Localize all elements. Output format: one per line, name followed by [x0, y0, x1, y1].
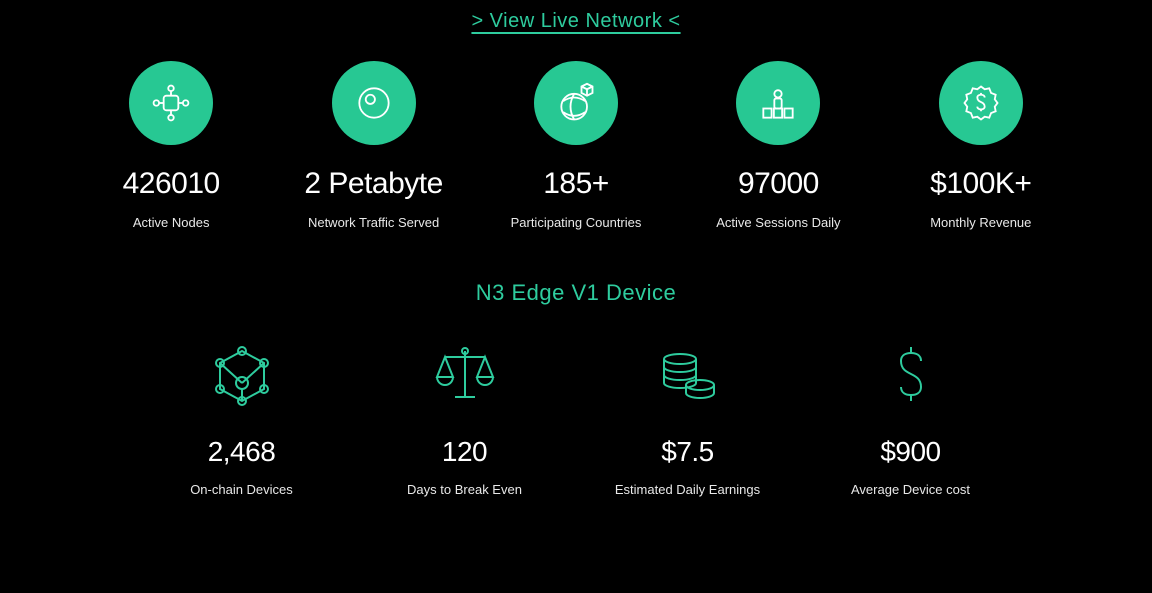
scales-icon — [429, 338, 501, 416]
globe-simple-icon — [332, 61, 416, 145]
stat-label: Active Sessions Daily — [716, 215, 840, 230]
stat-label: Monthly Revenue — [930, 215, 1031, 230]
stat-label: Network Traffic Served — [308, 215, 439, 230]
stat-label: Active Nodes — [133, 215, 210, 230]
device-stats-row: 2,468 On-chain Devices 120 Days to Break… — [0, 338, 1152, 497]
coins-icon — [652, 338, 724, 416]
globe-box-icon — [534, 61, 618, 145]
device-label: Estimated Daily Earnings — [615, 482, 760, 497]
dollar-badge-icon — [939, 61, 1023, 145]
device-break-even: 120 Days to Break Even — [373, 338, 556, 497]
device-label: Average Device cost — [851, 482, 970, 497]
stat-value: $100K+ — [930, 167, 1031, 201]
device-label: Days to Break Even — [407, 482, 522, 497]
stat-label: Participating Countries — [511, 215, 642, 230]
device-daily-earnings: $7.5 Estimated Daily Earnings — [596, 338, 779, 497]
device-onchain: 2,468 On-chain Devices — [150, 338, 333, 497]
mesh-icon — [206, 338, 278, 416]
device-value: $7.5 — [661, 436, 714, 468]
stat-value: 97000 — [738, 167, 819, 201]
device-section-heading: N3 Edge V1 Device — [0, 280, 1152, 306]
user-blocks-icon — [736, 61, 820, 145]
device-cost: $900 Average Device cost — [819, 338, 1002, 497]
stat-monthly-revenue: $100K+ Monthly Revenue — [890, 61, 1072, 230]
nodes-icon — [129, 61, 213, 145]
dollar-icon — [875, 338, 947, 416]
stat-active-nodes: 426010 Active Nodes — [80, 61, 262, 230]
device-value: 120 — [442, 436, 487, 468]
stat-network-traffic: 2 Petabyte Network Traffic Served — [282, 61, 464, 230]
device-label: On-chain Devices — [190, 482, 293, 497]
stat-active-sessions: 97000 Active Sessions Daily — [687, 61, 869, 230]
stat-value: 2 Petabyte — [304, 167, 442, 201]
stat-value: 185+ — [543, 167, 609, 201]
stat-countries: 185+ Participating Countries — [485, 61, 667, 230]
stat-value: 426010 — [123, 167, 220, 201]
device-value: 2,468 — [208, 436, 276, 468]
network-stats-row: 426010 Active Nodes 2 Petabyte Network T… — [0, 61, 1152, 230]
view-live-network-link[interactable]: > View Live Network < — [0, 10, 1152, 33]
device-value: $900 — [880, 436, 940, 468]
